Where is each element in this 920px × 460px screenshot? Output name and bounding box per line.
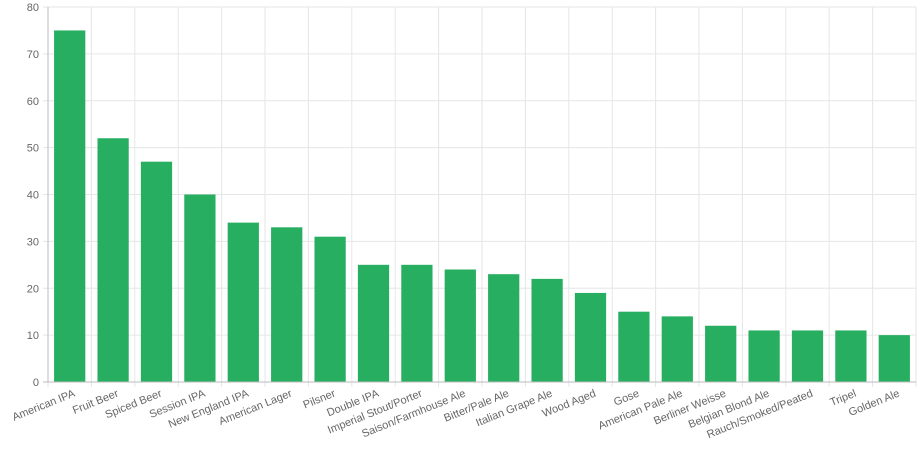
bar [357, 264, 390, 382]
y-tick-label: 70 [27, 49, 39, 61]
y-tick-label: 20 [27, 283, 39, 295]
bar [574, 292, 607, 382]
bar [227, 222, 259, 382]
bar [401, 264, 433, 382]
bar [791, 330, 824, 382]
bar [748, 330, 780, 382]
bars [54, 30, 910, 382]
x-tick-label: American IPA [11, 387, 78, 423]
bar [140, 161, 173, 382]
bar [705, 325, 737, 382]
y-tick-label: 80 [27, 2, 39, 14]
y-tick-label: 40 [27, 190, 39, 202]
bar [835, 330, 867, 382]
bar [271, 227, 303, 382]
bar [97, 138, 129, 382]
bar [878, 335, 910, 382]
y-tick-label: 10 [27, 330, 39, 342]
y-tick-label: 0 [33, 377, 39, 389]
bar [488, 274, 520, 382]
y-tick-label: 30 [27, 236, 39, 248]
bar [661, 316, 693, 382]
bar [618, 311, 650, 382]
y-tick-label: 60 [27, 96, 39, 108]
bar [444, 269, 476, 382]
bar [184, 194, 216, 382]
axes [43, 7, 916, 383]
y-tick-labels: 0 10 20 30 40 50 60 70 80 [27, 2, 39, 389]
bar [531, 278, 563, 382]
bar [314, 236, 346, 382]
grid-lines [43, 6, 917, 387]
y-tick-label: 50 [27, 143, 39, 155]
bar [54, 30, 86, 382]
